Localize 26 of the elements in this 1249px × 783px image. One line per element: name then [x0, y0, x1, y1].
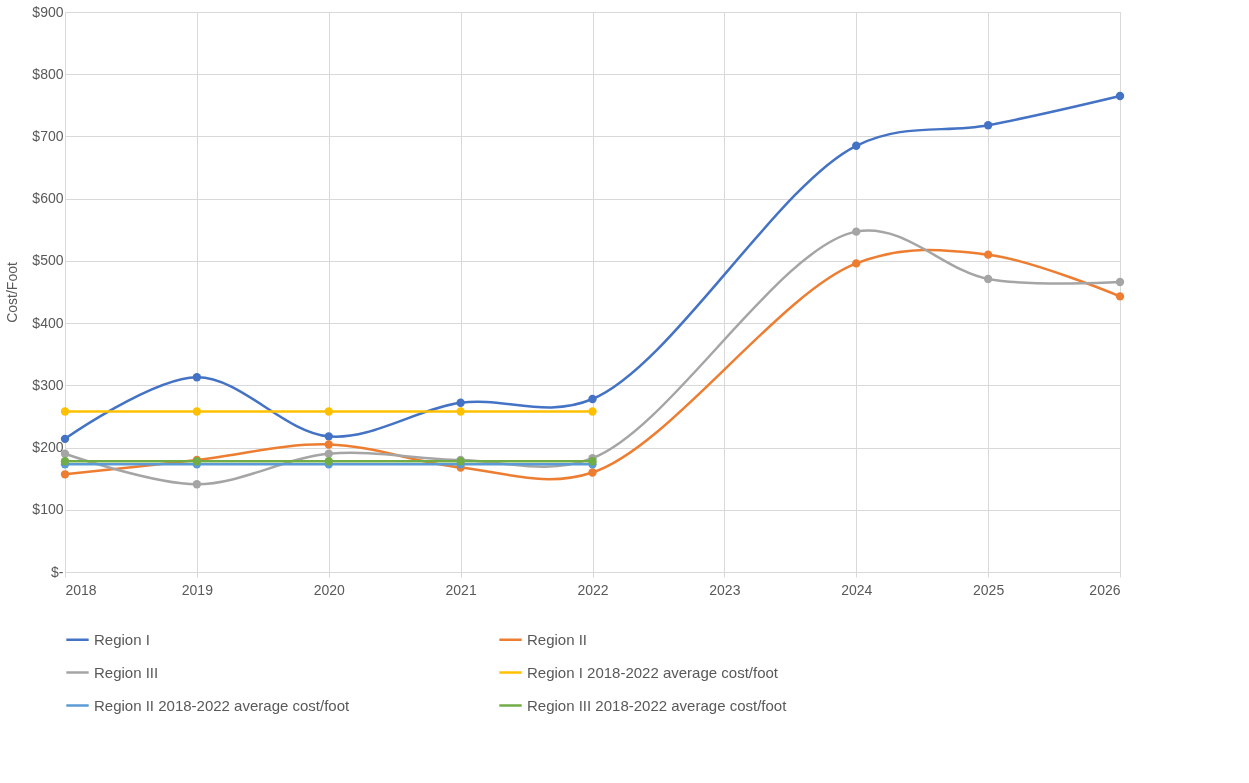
y-tick-label: $700 — [32, 127, 64, 144]
y-tick-label: $400 — [32, 314, 64, 331]
x-tick-label: 2019 — [181, 581, 214, 598]
y-tick-label: $900 — [32, 3, 64, 20]
legend-label: Region III 2018-2022 average cost/foot — [527, 696, 788, 714]
y-tick-label: $- — [51, 563, 64, 580]
y-axis-title: Cost/Foot — [4, 262, 21, 323]
y-tick-label: $100 — [32, 501, 64, 518]
y-tick-label: $200 — [32, 439, 64, 456]
y-tick-label: $500 — [32, 252, 64, 269]
legend-label: Region III — [94, 663, 159, 681]
x-tick-label: 2024 — [841, 581, 873, 598]
x-tick-label: 2026 — [1089, 581, 1121, 598]
y-tick-label: $600 — [32, 190, 64, 207]
legend-label: Region II — [527, 630, 588, 648]
y-tick-label: $800 — [32, 65, 64, 82]
legend-label: Region I — [94, 630, 150, 648]
x-tick-label: 2020 — [313, 581, 346, 598]
legend-label: Region I 2018-2022 average cost/foot — [527, 663, 779, 681]
x-tick-label: 2022 — [577, 581, 609, 598]
legend-label: Region II 2018-2022 average cost/foot — [94, 696, 351, 714]
x-tick-label: 2018 — [65, 581, 97, 598]
x-tick-label: 2025 — [973, 581, 1005, 598]
x-tick-label: 2021 — [445, 581, 477, 598]
x-tick-label: 2023 — [709, 581, 741, 598]
y-tick-label: $300 — [32, 376, 64, 393]
